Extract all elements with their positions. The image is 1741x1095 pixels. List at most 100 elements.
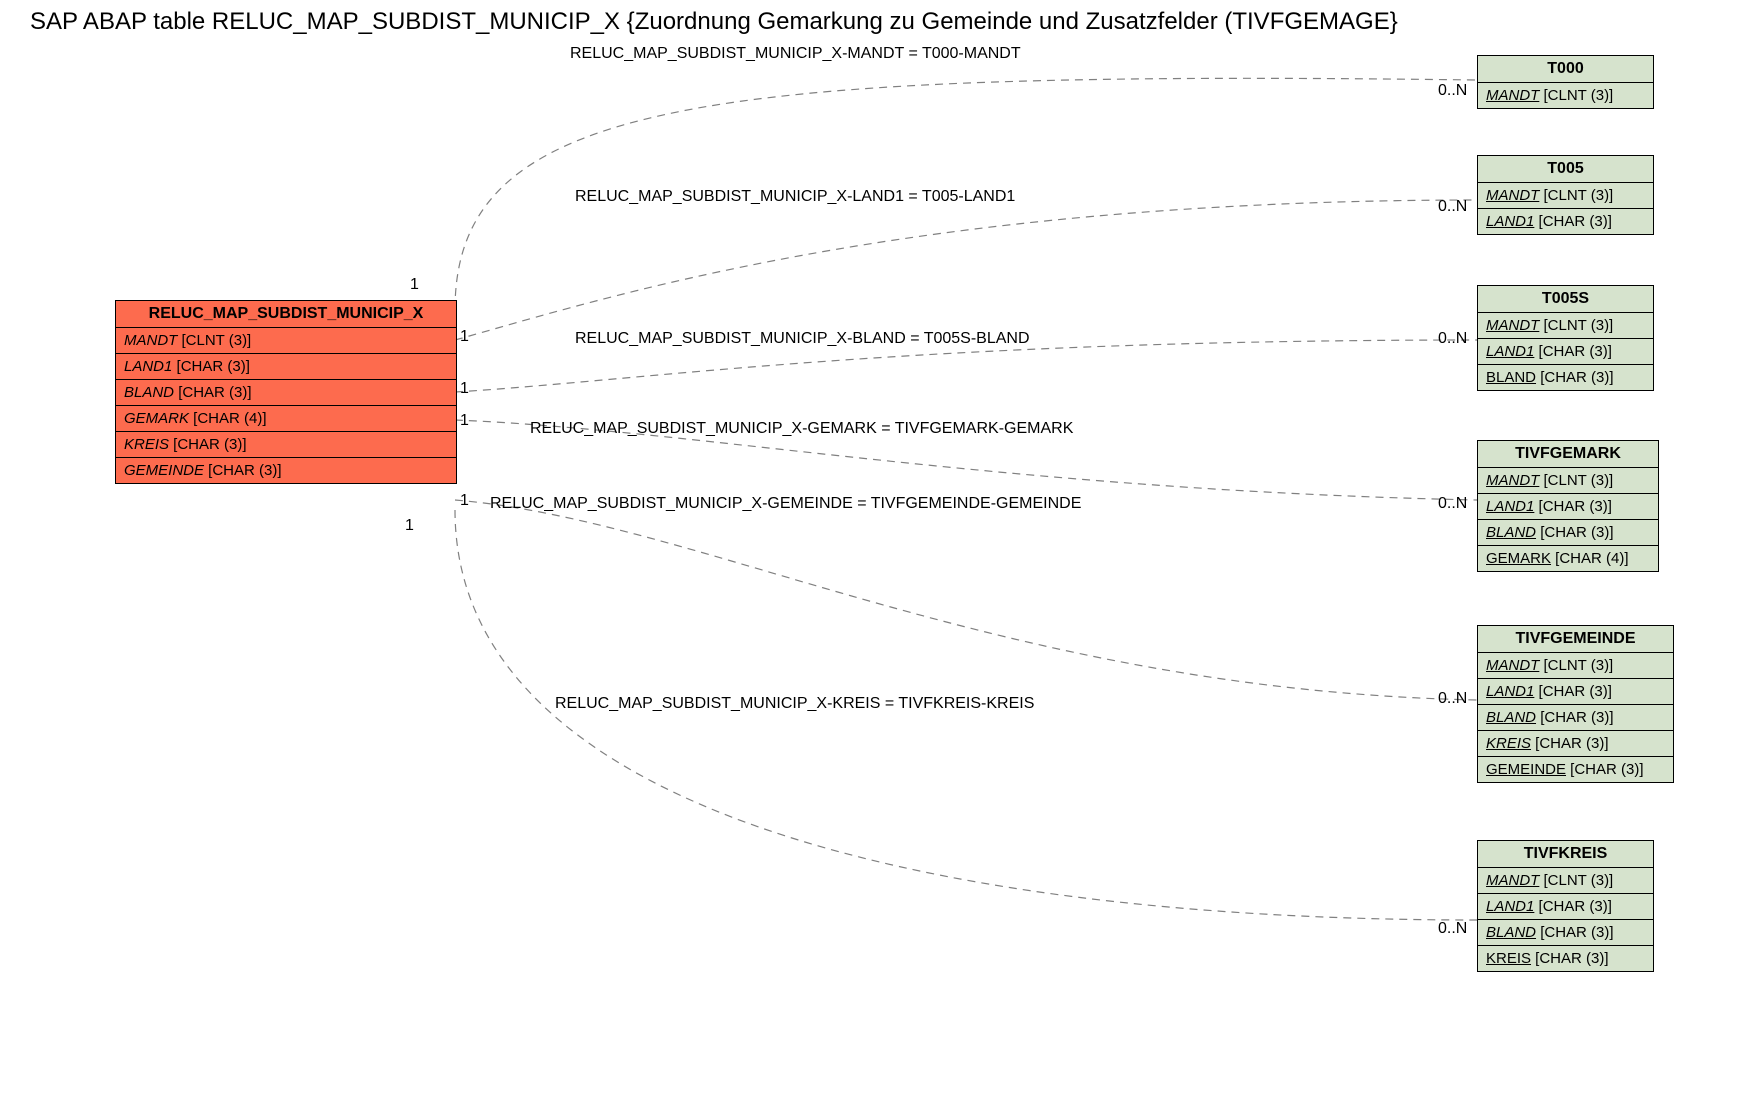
field-name: MANDT: [1486, 187, 1539, 204]
field-type: [CLNT (3)]: [1539, 872, 1613, 889]
entity-tivfgemark: TIVFGEMARKMANDT [CLNT (3)]LAND1 [CHAR (3…: [1477, 440, 1659, 572]
cardinality-dst: 0..N: [1438, 198, 1467, 216]
entity-field: GEMEINDE [CHAR (3)]: [116, 458, 456, 483]
field-name: KREIS: [1486, 950, 1531, 967]
entity-tivfkreis: TIVFKREISMANDT [CLNT (3)]LAND1 [CHAR (3)…: [1477, 840, 1654, 972]
entity-t005: T005MANDT [CLNT (3)]LAND1 [CHAR (3)]: [1477, 155, 1654, 235]
field-type: [CLNT (3)]: [1539, 317, 1613, 334]
entity-field: LAND1 [CHAR (3)]: [1478, 494, 1658, 520]
field-name: LAND1: [1486, 213, 1534, 230]
entity-field: MANDT [CLNT (3)]: [1478, 183, 1653, 209]
entity-field: KREIS [CHAR (3)]: [1478, 946, 1653, 971]
field-type: [CHAR (3)]: [1534, 683, 1612, 700]
field-name: KREIS: [1486, 735, 1531, 752]
entity-field: MANDT [CLNT (3)]: [1478, 83, 1653, 108]
field-type: [CHAR (3)]: [1534, 898, 1612, 915]
field-name: GEMARK: [124, 410, 189, 427]
entity-header: T005: [1478, 156, 1653, 183]
field-type: [CHAR (3)]: [1534, 343, 1612, 360]
entity-tivfgemeinde: TIVFGEMEINDEMANDT [CLNT (3)]LAND1 [CHAR …: [1477, 625, 1674, 783]
cardinality-src: 1: [460, 380, 469, 398]
field-type: [CLNT (3)]: [1539, 187, 1613, 204]
cardinality-src: 1: [460, 328, 469, 346]
entity-field: BLAND [CHAR (3)]: [1478, 705, 1673, 731]
entity-field: LAND1 [CHAR (3)]: [1478, 339, 1653, 365]
entity-header: TIVFGEMARK: [1478, 441, 1658, 468]
entity-t000: T000MANDT [CLNT (3)]: [1477, 55, 1654, 109]
entity-t005s: T005SMANDT [CLNT (3)]LAND1 [CHAR (3)]BLA…: [1477, 285, 1654, 391]
field-type: [CHAR (3)]: [174, 384, 252, 401]
entity-field: LAND1 [CHAR (3)]: [1478, 209, 1653, 234]
cardinality-dst: 0..N: [1438, 330, 1467, 348]
entity-header: RELUC_MAP_SUBDIST_MUNICIP_X: [116, 301, 456, 328]
field-type: [CHAR (3)]: [204, 462, 282, 479]
cardinality-dst: 0..N: [1438, 495, 1467, 513]
entity-field: MANDT [CLNT (3)]: [1478, 868, 1653, 894]
field-type: [CLNT (3)]: [1539, 472, 1613, 489]
entity-field: BLAND [CHAR (3)]: [1478, 365, 1653, 390]
entity-field: KREIS [CHAR (3)]: [116, 432, 456, 458]
field-type: [CHAR (3)]: [1534, 213, 1612, 230]
field-type: [CLNT (3)]: [1539, 657, 1613, 674]
field-type: [CHAR (3)]: [1536, 709, 1614, 726]
entity-field: MANDT [CLNT (3)]: [116, 328, 456, 354]
field-name: GEMEINDE: [124, 462, 204, 479]
edge-kreis: [455, 510, 1477, 920]
entity-field: MANDT [CLNT (3)]: [1478, 653, 1673, 679]
entity-field: GEMARK [CHAR (4)]: [1478, 546, 1658, 571]
entity-header: TIVFKREIS: [1478, 841, 1653, 868]
field-name: BLAND: [124, 384, 174, 401]
field-name: MANDT: [1486, 657, 1539, 674]
entity-header: TIVFGEMEINDE: [1478, 626, 1673, 653]
cardinality-src: 1: [460, 492, 469, 510]
edge-label: RELUC_MAP_SUBDIST_MUNICIP_X-LAND1 = T005…: [575, 188, 1015, 206]
field-name: LAND1: [1486, 498, 1534, 515]
entity-field: GEMARK [CHAR (4)]: [116, 406, 456, 432]
field-type: [CHAR (3)]: [169, 436, 247, 453]
field-name: MANDT: [124, 332, 177, 349]
field-name: BLAND: [1486, 709, 1536, 726]
edge-label: RELUC_MAP_SUBDIST_MUNICIP_X-KREIS = TIVF…: [555, 695, 1034, 713]
field-name: LAND1: [1486, 898, 1534, 915]
entity-field: BLAND [CHAR (3)]: [1478, 520, 1658, 546]
edge-label: RELUC_MAP_SUBDIST_MUNICIP_X-MANDT = T000…: [570, 45, 1021, 63]
entity-field: LAND1 [CHAR (3)]: [1478, 894, 1653, 920]
entity-field: MANDT [CLNT (3)]: [1478, 313, 1653, 339]
field-name: GEMEINDE: [1486, 761, 1566, 778]
field-name: BLAND: [1486, 524, 1536, 541]
field-name: MANDT: [1486, 317, 1539, 334]
field-type: [CLNT (3)]: [1539, 87, 1613, 104]
field-name: KREIS: [124, 436, 169, 453]
entity-field: MANDT [CLNT (3)]: [1478, 468, 1658, 494]
field-type: [CHAR (4)]: [189, 410, 267, 427]
entity-field: LAND1 [CHAR (3)]: [116, 354, 456, 380]
cardinality-src: 1: [405, 517, 414, 535]
edge-land1: [455, 200, 1477, 340]
entity-field: KREIS [CHAR (3)]: [1478, 731, 1673, 757]
entity-field: GEMEINDE [CHAR (3)]: [1478, 757, 1673, 782]
field-type: [CHAR (3)]: [1531, 950, 1609, 967]
entity-main: RELUC_MAP_SUBDIST_MUNICIP_XMANDT [CLNT (…: [115, 300, 457, 484]
entity-header: T005S: [1478, 286, 1653, 313]
cardinality-dst: 0..N: [1438, 920, 1467, 938]
diagram-title: SAP ABAP table RELUC_MAP_SUBDIST_MUNICIP…: [30, 8, 1398, 36]
field-type: [CHAR (3)]: [1536, 524, 1614, 541]
field-name: MANDT: [1486, 472, 1539, 489]
field-type: [CLNT (3)]: [177, 332, 251, 349]
edge-label: RELUC_MAP_SUBDIST_MUNICIP_X-BLAND = T005…: [575, 330, 1030, 348]
field-type: [CHAR (3)]: [172, 358, 250, 375]
field-type: [CHAR (3)]: [1536, 924, 1614, 941]
entity-field: BLAND [CHAR (3)]: [1478, 920, 1653, 946]
entity-header: T000: [1478, 56, 1653, 83]
field-type: [CHAR (3)]: [1566, 761, 1644, 778]
entity-field: LAND1 [CHAR (3)]: [1478, 679, 1673, 705]
field-name: BLAND: [1486, 924, 1536, 941]
edge-label: RELUC_MAP_SUBDIST_MUNICIP_X-GEMEINDE = T…: [490, 495, 1081, 513]
field-name: GEMARK: [1486, 550, 1551, 567]
field-name: MANDT: [1486, 872, 1539, 889]
entity-field: BLAND [CHAR (3)]: [116, 380, 456, 406]
field-type: [CHAR (3)]: [1531, 735, 1609, 752]
field-name: LAND1: [1486, 343, 1534, 360]
edge-gemeinde: [455, 500, 1477, 700]
field-type: [CHAR (3)]: [1534, 498, 1612, 515]
